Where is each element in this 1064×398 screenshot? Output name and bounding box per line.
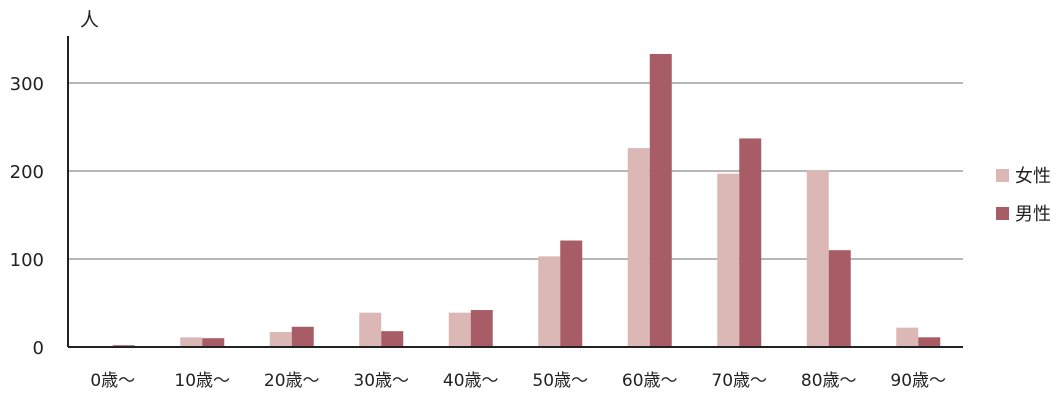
bar-female-9: [896, 327, 919, 347]
bar-male-5: [560, 240, 583, 347]
y-axis-unit-label: 人: [80, 9, 99, 31]
bar-male-3: [381, 331, 404, 347]
x-tick-label: 30歳～: [353, 371, 409, 391]
legend-swatch: [996, 169, 1009, 182]
bar-female-1: [180, 337, 203, 347]
x-tick-label: 80歳～: [801, 371, 857, 391]
axes: 人: [67, 9, 963, 348]
bar-male-8: [828, 250, 851, 347]
bar-male-7: [739, 138, 762, 347]
x-tick-label: 40歳～: [443, 371, 499, 391]
legend-label: 男性: [1015, 204, 1051, 225]
bar-male-2: [291, 326, 314, 347]
x-tick-label: 10歳～: [174, 371, 230, 391]
y-tick-label: 300: [10, 74, 44, 95]
bar-male-1: [202, 338, 225, 347]
bar-female-8: [806, 170, 829, 347]
bar-female-2: [269, 332, 292, 347]
bar-male-9: [918, 337, 941, 347]
bar-female-6: [627, 148, 650, 347]
bar-female-3: [359, 312, 382, 347]
y-tick-labels: 0 100 200 300: [10, 74, 44, 359]
y-tick-label: 200: [10, 162, 44, 183]
x-tick-label: 70歳～: [711, 371, 767, 391]
bar-female-7: [717, 173, 740, 347]
y-tick-label: 0: [33, 338, 44, 359]
bars: [112, 53, 941, 348]
x-tick-labels: 0歳～ 10歳～ 20歳～ 30歳～ 40歳～ 50歳～ 60歳～ 70歳～ 80歳～ 90歳～: [90, 371, 946, 391]
legend-label: 女性: [1015, 166, 1051, 187]
bar-male-6: [649, 53, 672, 348]
legend-swatch: [996, 207, 1009, 220]
x-tick-label: 20歳～: [264, 371, 320, 391]
x-tick-label: 60歳～: [622, 371, 678, 391]
bar-female-5: [538, 256, 561, 347]
bar-female-4: [448, 312, 471, 347]
x-tick-label: 50歳～: [532, 371, 588, 391]
bar-male-4: [470, 310, 493, 347]
x-tick-label: 90歳～: [890, 371, 946, 391]
y-tick-label: 100: [10, 250, 44, 271]
x-tick-label: 0歳～: [90, 371, 135, 391]
